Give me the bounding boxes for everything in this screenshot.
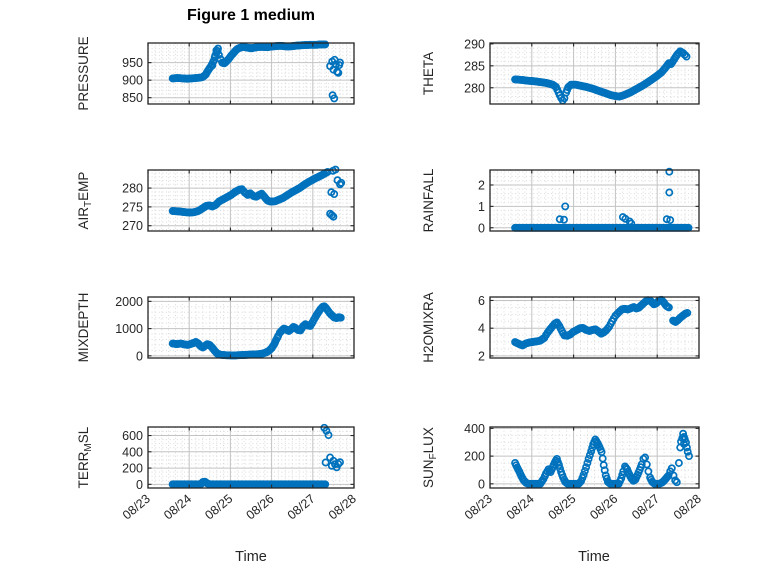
subplot-mixdepth: 0 1000 2000 MIXDEPTH [76,293,355,363]
figure-title: Figure 1 medium [186,7,316,24]
minor-grid [148,43,354,104]
data-markers [511,295,692,350]
svg-text:08/23: 08/23 [120,492,153,523]
y-tick-labels: 2 4 6 [478,294,485,363]
svg-text:290: 290 [464,37,485,51]
svg-text:1000: 1000 [115,322,143,336]
axes-frame [147,296,355,359]
svg-text:4: 4 [478,322,485,336]
minor-grid [148,170,354,231]
tick-marks [147,297,355,358]
subplot-theta: 280 285 290 THETA [421,37,700,105]
svg-text:08/28: 08/28 [671,492,704,523]
svg-text:08/24: 08/24 [504,492,537,523]
y-axis-label: THETA [421,52,436,95]
data-markers [168,165,346,221]
svg-text:08/23: 08/23 [462,492,495,523]
svg-text:1: 1 [478,200,485,214]
svg-text:08/27: 08/27 [629,492,662,523]
data-markers [511,47,691,105]
svg-text:200: 200 [122,462,143,476]
svg-text:08/24: 08/24 [161,492,194,523]
tick-marks [489,297,700,358]
tick-marks [147,170,355,231]
svg-text:0: 0 [136,349,143,363]
axes-frame [147,169,355,232]
tick-marks [489,43,700,104]
svg-text:0: 0 [478,221,485,235]
y-axis-label: SUNFLUX [421,427,439,488]
svg-text:08/27: 08/27 [285,492,318,523]
data-markers [168,302,345,360]
y-tick-labels: 0 1000 2000 [115,295,143,363]
minor-grid [490,170,699,231]
svg-text:280: 280 [122,182,143,196]
svg-text:600: 600 [122,429,143,443]
axes-frame [489,169,700,232]
y-tick-labels: 850 900 950 [122,56,143,105]
data-markers [511,429,693,488]
subplot-rainfall: 0 1 2 RAINFALL [421,167,700,235]
svg-text:900: 900 [122,74,143,88]
tick-marks [489,427,700,488]
tick-marks [147,427,355,488]
svg-text:850: 850 [122,91,143,105]
x-tick-labels: 08/23 08/24 08/25 08/26 08/27 08/28 [462,492,704,523]
svg-text:950: 950 [122,56,143,70]
y-axis-label: PRESSURE [76,36,91,110]
axes-frame [147,426,355,489]
minor-grid [490,297,699,358]
svg-text:08/28: 08/28 [326,492,359,523]
y-axis-label: H2OMIXRA [421,292,436,363]
tick-marks [147,43,355,104]
y-tick-labels: 0 1 2 [478,178,485,235]
y-axis-label: AIRTEMP [76,172,94,230]
y-tick-labels: 0 200 400 600 [122,429,143,492]
svg-text:285: 285 [464,59,485,73]
subplot-sun_flux: 0 200 400 08/23 08/24 08/25 08/26 08/27 08/28 SUN… [421,422,704,523]
axes-frame [489,296,700,359]
svg-text:270: 270 [122,219,143,233]
svg-text:08/26: 08/26 [587,492,620,523]
subplot-terr_msl: 0 200 400 600 08/23 08/24 08/25 08/26 08/27 08/28… [76,423,359,523]
y-axis-label: MIXDEPTH [76,293,91,363]
svg-text:280: 280 [464,81,485,95]
svg-text:2: 2 [478,349,485,363]
svg-text:08/25: 08/25 [546,492,579,523]
svg-text:200: 200 [464,450,485,464]
subplot-pressure: 850 900 950 PRESSURE [76,36,355,111]
tick-marks [489,170,700,231]
y-tick-labels: 280 285 290 [464,37,485,95]
subplot-h2omixra: 2 4 6 H2OMIXRA [421,292,700,363]
x-axis-label-right-column: Time [578,549,610,565]
minor-grid [148,426,354,488]
svg-text:0: 0 [478,477,485,491]
svg-text:2000: 2000 [115,295,143,309]
data-markers [511,167,693,232]
x-tick-labels: 08/23 08/24 08/25 08/26 08/27 08/28 [120,492,359,523]
svg-text:6: 6 [478,294,485,308]
svg-text:275: 275 [122,200,143,214]
y-axis-label: TERRMSL [76,426,94,488]
y-axis-label: RAINFALL [421,168,436,232]
svg-text:0: 0 [136,478,143,492]
axes-frame [489,42,700,105]
svg-text:2: 2 [478,178,485,192]
svg-text:400: 400 [122,445,143,459]
x-axis-label-left-column: Time [235,549,267,565]
y-tick-labels: 270 275 280 [122,182,143,234]
svg-text:08/25: 08/25 [202,492,235,523]
axes-frame [489,426,700,489]
svg-text:08/26: 08/26 [244,492,277,523]
svg-text:400: 400 [464,422,485,436]
subplot-air_temp: 270 275 280 AIRTEMP [76,165,355,234]
y-tick-labels: 0 200 400 [464,422,485,491]
axes-frame [147,42,355,105]
